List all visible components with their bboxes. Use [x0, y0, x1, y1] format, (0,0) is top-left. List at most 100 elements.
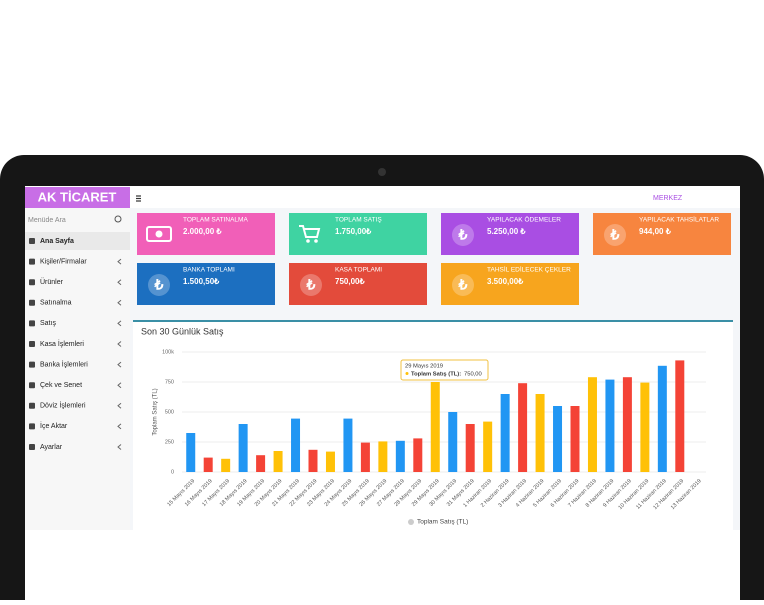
tooltip-title: 29 Mayıs 2019	[405, 364, 443, 370]
bar[interactable]	[465, 424, 475, 472]
card-title: TOPLAM SATIŞ	[335, 217, 382, 224]
menu-icon	[29, 423, 35, 430]
search-icon[interactable]	[114, 215, 122, 223]
stat-card[interactable]	[137, 263, 275, 305]
y-tick-label: 750	[165, 379, 174, 385]
card-icon: ₺	[458, 227, 468, 243]
bar[interactable]	[238, 424, 248, 472]
card-title: YAPILACAK TAHSİLATLAR	[639, 215, 719, 224]
menu-icon	[29, 382, 35, 389]
bar[interactable]	[343, 418, 353, 472]
y-tick-label: 0	[171, 469, 174, 475]
y-axis-label: Toplam Satış (TL)	[153, 388, 159, 435]
chart-title: Son 30 Günlük Satış	[141, 326, 224, 336]
card-icon	[299, 225, 321, 238]
bar[interactable]	[203, 457, 213, 472]
bar[interactable]	[553, 406, 563, 472]
chevron	[117, 341, 122, 347]
brand-box	[25, 187, 130, 208]
card-value: 2.000,00 ₺	[183, 227, 222, 236]
card-icon-bg	[452, 224, 474, 246]
hamburger[interactable]	[136, 195, 141, 202]
menu-icon	[29, 444, 35, 450]
bar[interactable]	[535, 394, 545, 472]
menu-item[interactable]: Döviz İşlemleri	[40, 401, 86, 410]
bar[interactable]	[360, 442, 370, 472]
card-icon: ₺	[306, 277, 316, 293]
menu-item[interactable]: Kasa İşlemleri	[40, 339, 84, 348]
stat-card[interactable]	[441, 213, 579, 255]
menu-item[interactable]: Ayarlar	[40, 444, 63, 451]
search[interactable]: Menüde Ara	[28, 217, 66, 224]
menu-icon	[29, 341, 35, 347]
menu-icon	[29, 299, 35, 306]
tooltip-dot	[405, 372, 409, 375]
menu-item[interactable]: Banka İşlemleri	[40, 359, 88, 368]
card-icon-bg	[300, 274, 322, 296]
stat-card[interactable]	[289, 263, 427, 305]
chevron	[117, 382, 122, 389]
bar[interactable]	[640, 382, 650, 472]
card-value: 750,00₺	[335, 277, 365, 286]
y-tick-label: 100k	[162, 349, 174, 355]
chevron	[117, 402, 122, 409]
menu-icon	[29, 361, 35, 368]
menu-item[interactable]: Kişiler/Firmalar	[40, 258, 87, 265]
menu-item[interactable]: Ana Sayfa	[40, 238, 74, 245]
menu-item[interactable]: İçe Aktar	[40, 421, 68, 430]
bar[interactable]	[518, 383, 528, 472]
card-value: 1.750,00₺	[335, 227, 372, 236]
chevron	[117, 279, 122, 286]
menu-item[interactable]: Satış	[40, 320, 56, 327]
bar[interactable]	[675, 360, 685, 472]
legend-label[interactable]: Toplam Satış (TL)	[417, 519, 468, 526]
bar[interactable]	[256, 455, 266, 472]
card-value: 944,00 ₺	[639, 227, 672, 236]
card-icon: ₺	[154, 277, 164, 293]
bar[interactable]	[186, 433, 196, 472]
menu-item[interactable]: Ürünler	[40, 278, 64, 286]
chevron	[117, 258, 122, 265]
stat-card[interactable]	[593, 213, 731, 255]
menu-item[interactable]: Çek ve Senet	[40, 382, 82, 389]
bar[interactable]	[378, 441, 388, 472]
bar[interactable]	[622, 377, 632, 472]
bar[interactable]	[308, 449, 318, 472]
y-tick-label: 250	[165, 439, 174, 445]
bar[interactable]	[413, 438, 423, 472]
bar[interactable]	[273, 451, 283, 472]
bar[interactable]	[500, 394, 510, 472]
tooltip-series: Toplam Satış (TL):	[411, 372, 461, 378]
tooltip	[400, 359, 489, 381]
bar[interactable]	[395, 440, 405, 472]
card-icon	[155, 230, 163, 238]
bar[interactable]	[570, 406, 580, 472]
stat-card[interactable]	[289, 213, 427, 255]
bar[interactable]	[605, 379, 615, 472]
bar[interactable]	[448, 412, 458, 472]
bar[interactable]	[657, 365, 667, 472]
bar[interactable]	[221, 458, 231, 472]
chevron	[117, 444, 122, 450]
sidebar	[25, 208, 130, 530]
branch[interactable]: MERKEZ	[653, 195, 683, 202]
card-icon-bg	[452, 274, 474, 296]
card-icon: ₺	[610, 227, 620, 243]
card-icon	[146, 226, 172, 242]
card-icon	[314, 239, 318, 243]
chevron	[117, 320, 122, 327]
menu-icon	[29, 279, 35, 286]
card-value: 3.500,00₺	[487, 277, 524, 286]
bar[interactable]	[587, 377, 597, 472]
card-icon-bg	[604, 224, 626, 246]
bar[interactable]	[430, 382, 440, 472]
bar[interactable]	[483, 421, 493, 472]
stat-card[interactable]	[441, 263, 579, 305]
camera	[378, 168, 386, 176]
menu-item[interactable]: Satınalma	[40, 300, 72, 307]
y-tick-label: 500	[165, 409, 174, 415]
bar[interactable]	[291, 418, 301, 472]
menu-icon	[29, 238, 35, 244]
card-title: BANKA TOPLAMI	[183, 267, 235, 274]
bar[interactable]	[325, 451, 335, 472]
